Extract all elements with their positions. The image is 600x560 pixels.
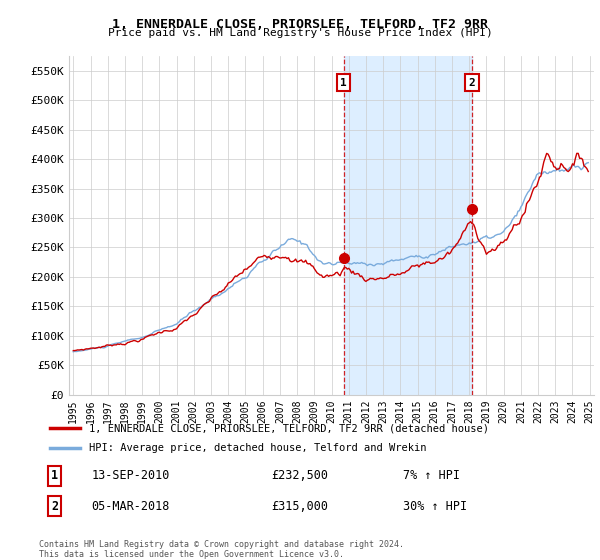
- Text: 05-MAR-2018: 05-MAR-2018: [91, 500, 170, 512]
- Text: 1: 1: [51, 469, 58, 482]
- Text: 2: 2: [51, 500, 58, 512]
- Text: 2: 2: [469, 77, 476, 87]
- Text: £315,000: £315,000: [271, 500, 328, 512]
- Text: £232,500: £232,500: [271, 469, 328, 482]
- Text: Price paid vs. HM Land Registry's House Price Index (HPI): Price paid vs. HM Land Registry's House …: [107, 28, 493, 38]
- Text: 13-SEP-2010: 13-SEP-2010: [91, 469, 170, 482]
- Text: 1, ENNERDALE CLOSE, PRIORSLEE, TELFORD, TF2 9RR: 1, ENNERDALE CLOSE, PRIORSLEE, TELFORD, …: [112, 18, 488, 31]
- Text: 7% ↑ HPI: 7% ↑ HPI: [403, 469, 460, 482]
- Text: 1, ENNERDALE CLOSE, PRIORSLEE, TELFORD, TF2 9RR (detached house): 1, ENNERDALE CLOSE, PRIORSLEE, TELFORD, …: [89, 423, 488, 433]
- Text: 1: 1: [340, 77, 347, 87]
- Bar: [344, 56, 472, 395]
- Text: Contains HM Land Registry data © Crown copyright and database right 2024.: Contains HM Land Registry data © Crown c…: [39, 540, 404, 549]
- Text: HPI: Average price, detached house, Telford and Wrekin: HPI: Average price, detached house, Telf…: [89, 442, 426, 452]
- Text: This data is licensed under the Open Government Licence v3.0.: This data is licensed under the Open Gov…: [39, 550, 344, 559]
- Text: 30% ↑ HPI: 30% ↑ HPI: [403, 500, 467, 512]
